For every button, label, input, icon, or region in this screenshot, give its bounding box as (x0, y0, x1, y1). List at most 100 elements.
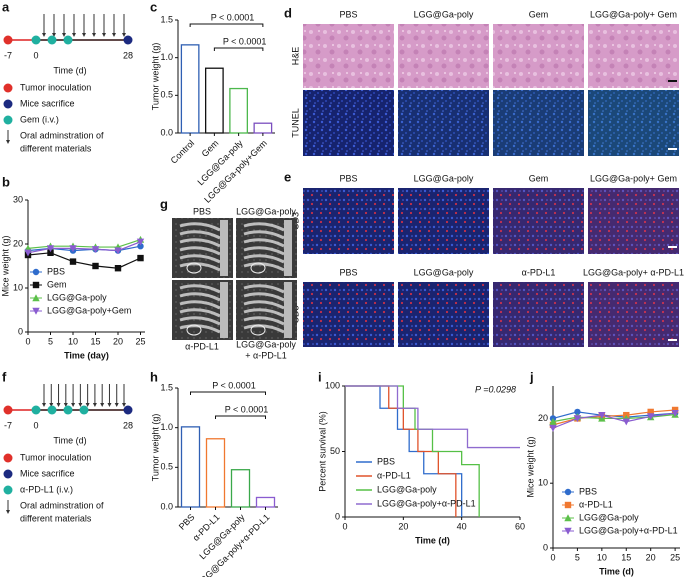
arrow-head (102, 33, 106, 37)
annotation: P < 0.0001 (212, 380, 256, 390)
series-line (552, 409, 676, 426)
y-tick-label: 1.0 (160, 52, 173, 62)
y-tick-label: 1.0 (160, 422, 173, 432)
micrograph (588, 24, 679, 88)
image-label: LGG@Ga-poly (236, 206, 296, 216)
rib (179, 238, 221, 248)
column-label: Gem (529, 9, 549, 19)
x-tick-label: 10 (68, 336, 78, 346)
bar (205, 438, 226, 508)
legend-dot (3, 83, 13, 93)
legend-dot (3, 115, 13, 125)
rib (179, 230, 221, 240)
marker (32, 294, 40, 302)
marker (549, 424, 557, 432)
x-tick-label: 0 (550, 552, 555, 562)
rib (243, 254, 285, 264)
panel-label: b (2, 174, 10, 189)
x-tick-label: 0 (342, 521, 347, 531)
legend-dot (3, 485, 13, 495)
arrow-head (122, 33, 126, 37)
x-tick-label: PBS (177, 512, 197, 532)
scale-bar (668, 339, 677, 341)
micrograph (493, 282, 584, 347)
column-label: PBS (339, 267, 357, 277)
x-tick-label: 15 (621, 552, 631, 562)
marker (136, 238, 145, 246)
marker (137, 254, 144, 262)
bracket (215, 415, 266, 419)
note: Oral adminstration of (20, 500, 104, 510)
legend-label: Gem (47, 279, 67, 289)
column-label: PBS (339, 9, 357, 19)
column-label: α-PD-L1 (522, 267, 556, 277)
rib (179, 246, 221, 256)
y-axis-label: Percent survival (%) (317, 411, 327, 492)
arrow-head (49, 403, 54, 407)
arrow-head (62, 33, 66, 37)
dot (3, 405, 13, 415)
marker (549, 421, 557, 429)
marker (574, 408, 581, 416)
dot (63, 35, 73, 45)
marker (32, 281, 40, 289)
x-tick-label: 40 (457, 521, 467, 531)
spine (220, 282, 228, 338)
micrograph (588, 90, 679, 156)
dot (63, 405, 73, 415)
row-label: H&E (290, 47, 300, 66)
legend-label: PBS (377, 456, 395, 466)
panel-label: a (2, 0, 10, 14)
micrograph (303, 90, 394, 156)
marker (671, 406, 679, 414)
dot (47, 35, 57, 45)
series-line (27, 252, 141, 269)
annotation: P < 0.0001 (225, 404, 269, 414)
column-label: LGG@Ga-poly+ α-PD-L1 (583, 267, 684, 277)
y-axis-label: Tumor weight (g) (150, 43, 160, 111)
spine (284, 282, 292, 338)
y-tick-label: 10 (13, 282, 23, 292)
marker (564, 527, 572, 535)
panel-label: h (150, 369, 158, 384)
rib (243, 222, 285, 232)
marker (598, 411, 606, 419)
note: different materials (20, 513, 92, 523)
legend-label: Tumor inoculation (20, 82, 91, 92)
panel-label: f (2, 369, 7, 384)
y-tick-label: 0 (335, 511, 340, 521)
rib (179, 308, 221, 318)
y-tick-label: 100 (325, 380, 340, 390)
bar (229, 87, 249, 134)
panel-label: c (150, 0, 157, 14)
bracket (213, 47, 264, 51)
bar (230, 469, 251, 508)
legend-label: PBS (47, 266, 65, 276)
rib (243, 284, 285, 294)
arrow-head (112, 33, 116, 37)
marker (564, 514, 572, 522)
x-tick-label: 5 (48, 336, 53, 346)
micrograph (588, 188, 679, 254)
bar (255, 496, 276, 508)
y-axis-label: Mice weight (g) (0, 235, 10, 296)
y-tick-label: 20 (13, 238, 23, 248)
marker (564, 501, 572, 509)
rib (179, 292, 221, 302)
arrow-head (56, 403, 61, 407)
x-axis-label: Time (day) (64, 350, 109, 360)
arrow-head (92, 33, 96, 37)
micrograph (588, 282, 679, 347)
legend-label: LGG@Ga-poly (377, 484, 437, 494)
bar (204, 67, 224, 134)
rib (179, 324, 221, 334)
tumor (186, 324, 202, 336)
y-tick-label: 0.5 (160, 462, 173, 472)
spine (220, 220, 228, 276)
legend-label: α-PD-L1 (i.v.) (20, 484, 73, 494)
bar (180, 44, 200, 134)
legend-label: Tumor inoculation (20, 452, 91, 462)
column-label: LGG@Ga-poly (414, 267, 474, 277)
tick-label: 0 (33, 50, 38, 60)
tick-label: -7 (4, 50, 12, 60)
